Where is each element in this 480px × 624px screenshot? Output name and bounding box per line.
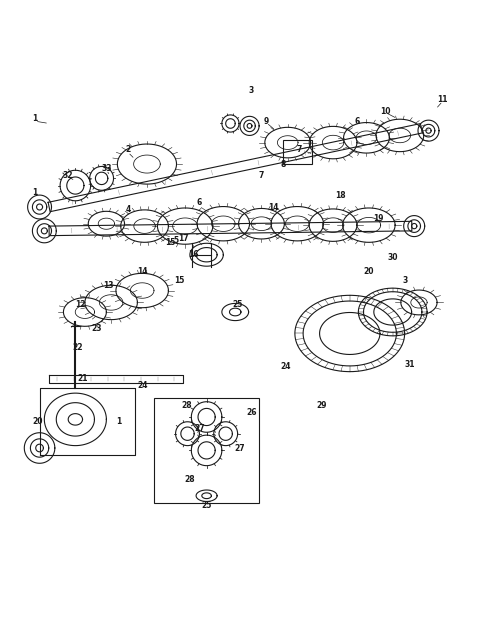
Text: 31: 31 xyxy=(404,360,415,369)
Text: 11: 11 xyxy=(438,95,448,104)
Text: 7: 7 xyxy=(259,172,264,180)
Text: 8: 8 xyxy=(280,160,286,168)
Text: 7: 7 xyxy=(297,145,302,154)
Text: 27: 27 xyxy=(194,424,205,434)
Text: 16: 16 xyxy=(189,250,199,259)
Text: 28: 28 xyxy=(181,401,192,409)
Text: 3: 3 xyxy=(248,85,253,95)
Bar xyxy=(283,140,312,164)
Text: 28: 28 xyxy=(185,474,195,484)
Text: 32: 32 xyxy=(63,172,73,180)
Text: 25: 25 xyxy=(232,300,243,310)
Text: 23: 23 xyxy=(92,324,102,333)
Text: 24: 24 xyxy=(137,381,147,391)
Text: 20: 20 xyxy=(364,267,374,276)
Text: 5: 5 xyxy=(173,236,178,245)
Text: 24: 24 xyxy=(280,363,290,371)
Text: 1: 1 xyxy=(32,188,37,197)
Text: 10: 10 xyxy=(380,107,391,116)
Text: 15: 15 xyxy=(174,276,184,286)
Text: 27: 27 xyxy=(235,444,245,452)
Text: 25: 25 xyxy=(202,501,212,510)
Text: 15: 15 xyxy=(166,238,176,247)
Text: 12: 12 xyxy=(75,300,85,310)
Text: 26: 26 xyxy=(247,407,257,417)
Text: 22: 22 xyxy=(72,343,83,353)
Text: 29: 29 xyxy=(316,401,326,409)
Text: 9: 9 xyxy=(264,117,269,125)
Text: 6: 6 xyxy=(197,198,202,207)
Text: 33: 33 xyxy=(101,164,112,173)
Text: 20: 20 xyxy=(32,417,42,426)
Text: 17: 17 xyxy=(179,233,189,243)
Text: 6: 6 xyxy=(354,117,360,125)
Text: 21: 21 xyxy=(77,374,88,383)
Text: 1: 1 xyxy=(116,417,121,426)
Text: 19: 19 xyxy=(373,215,384,223)
Text: 13: 13 xyxy=(104,281,114,290)
Text: 30: 30 xyxy=(387,253,398,261)
Text: 14: 14 xyxy=(268,203,279,212)
Bar xyxy=(154,398,259,503)
Text: 3: 3 xyxy=(402,276,407,286)
Text: 4: 4 xyxy=(125,205,131,214)
Text: 14: 14 xyxy=(137,267,147,276)
Text: 18: 18 xyxy=(335,190,346,200)
Text: 1: 1 xyxy=(32,114,37,123)
Text: 2: 2 xyxy=(125,145,131,154)
